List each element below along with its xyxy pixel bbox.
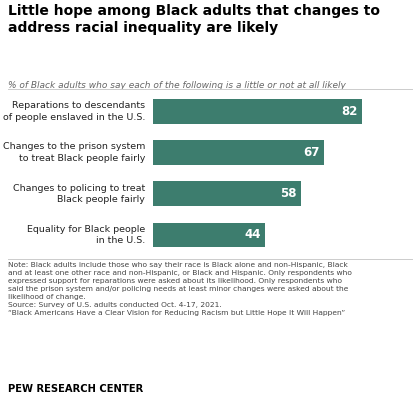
Text: % of Black adults who say each of the following is a little or not at all likely: % of Black adults who say each of the fo… [8,81,346,90]
Text: 82: 82 [341,105,358,118]
Text: 44: 44 [245,228,261,242]
Text: Changes to policing to treat
Black people fairly: Changes to policing to treat Black peopl… [13,184,145,204]
Bar [153,99,362,124]
Text: PEW RESEARCH CENTER: PEW RESEARCH CENTER [8,384,144,394]
Bar [153,223,265,247]
Text: Equality for Black people
in the U.S.: Equality for Black people in the U.S. [26,225,145,245]
Bar [153,181,301,206]
Text: 58: 58 [281,187,297,200]
Text: Reparations to descendants
of people enslaved in the U.S.: Reparations to descendants of people ens… [3,101,145,122]
Text: Changes to the prison system
to treat Black people fairly: Changes to the prison system to treat Bl… [3,143,145,163]
Text: Little hope among Black adults that changes to
address racial inequality are lik: Little hope among Black adults that chan… [8,4,381,35]
Text: 67: 67 [303,146,320,159]
Text: Note: Black adults include those who say their race is Black alone and non-Hispa: Note: Black adults include those who say… [8,262,352,316]
Bar [153,140,323,165]
